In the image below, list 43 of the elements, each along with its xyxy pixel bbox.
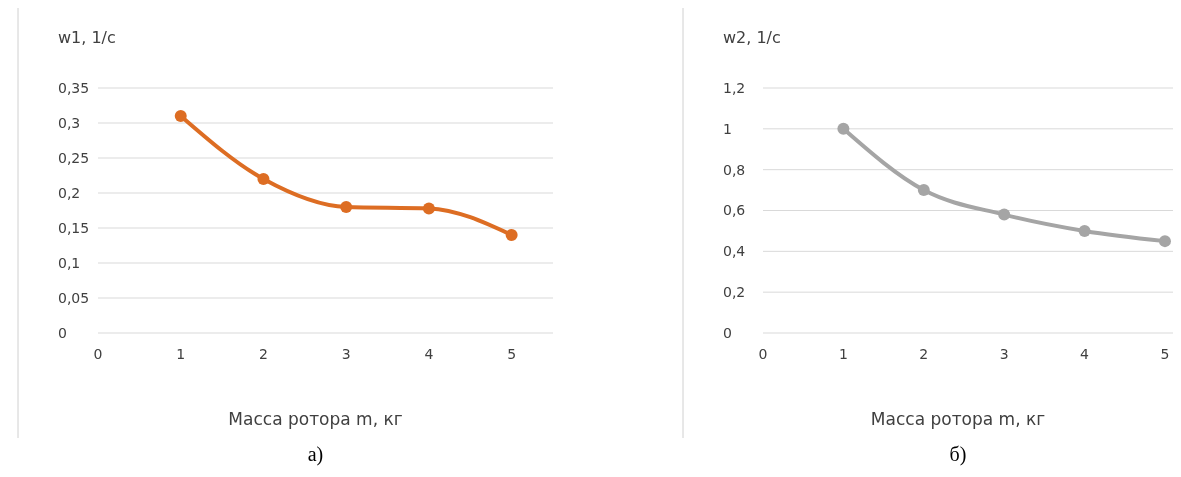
- point: [998, 208, 1011, 221]
- x-tick-label: 5: [507, 346, 517, 362]
- x-tick-label: 0: [93, 346, 103, 362]
- point: [917, 184, 930, 197]
- y-tick-label: 0,3: [58, 114, 81, 131]
- point: [257, 173, 270, 185]
- point: [340, 201, 353, 213]
- x-axis-title: Масса ротора m, кг: [870, 409, 1046, 429]
- y-tick-label: 0: [723, 324, 732, 341]
- y-tick-label: 0: [58, 324, 67, 341]
- y-tick-label: 0,35: [58, 79, 90, 96]
- y-tick-label: 0,2: [723, 284, 746, 301]
- y-tick-label: 0,1: [58, 254, 81, 271]
- point: [174, 110, 187, 122]
- point: [422, 202, 435, 215]
- y-tick-label: 0,25: [58, 149, 90, 166]
- x-axis-title: Масса ротора m, кг: [228, 409, 403, 429]
- x-tick-label: 4: [424, 346, 434, 362]
- x-tick-label: 3: [999, 346, 1009, 362]
- y-axis-title: w2, 1/с: [723, 28, 781, 47]
- x-tick-label: 4: [1080, 346, 1090, 362]
- text: б): [949, 443, 967, 466]
- y-tick-label: 0,2: [58, 184, 81, 201]
- y-axis-title: w1, 1/с: [58, 28, 116, 47]
- x-tick-label: 2: [258, 346, 268, 362]
- x-tick-label: 3: [341, 346, 351, 362]
- point: [1158, 235, 1171, 248]
- x-tick-label: 1: [838, 346, 848, 362]
- point: [1078, 224, 1091, 237]
- text: а): [307, 443, 324, 466]
- y-tick-label: 1,2: [723, 79, 746, 96]
- x-tick-label: 0: [758, 346, 768, 362]
- y-tick-label: 0,15: [58, 219, 90, 236]
- y-tick-label: 0,8: [723, 161, 746, 178]
- x-tick-label: 2: [919, 346, 929, 362]
- x-tick-label: 5: [1160, 346, 1170, 362]
- y-tick-label: 0,4: [723, 243, 746, 260]
- y-tick-label: 1: [723, 120, 732, 137]
- point: [837, 122, 850, 135]
- y-tick-label: 0,6: [723, 202, 746, 219]
- x-tick-label: 1: [176, 346, 186, 362]
- point: [505, 229, 518, 241]
- y-tick-label: 0,05: [58, 289, 90, 306]
